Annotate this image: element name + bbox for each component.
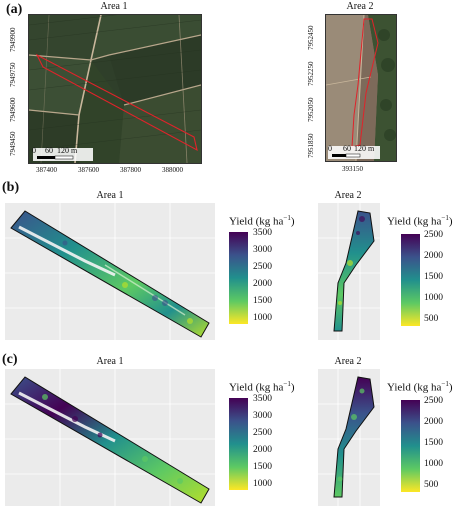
legend1-label-3500-c: 3500	[253, 394, 272, 404]
area2-ytick-3: 7951850	[307, 133, 315, 159]
area1-title-c: Area 1	[96, 356, 124, 367]
legend1-label-1500-b: 1500	[253, 296, 272, 306]
area1-ytick-0: 7949900	[9, 27, 17, 53]
area2-scalebar-label-0: 0	[328, 144, 332, 153]
legend1-label-3000-b: 3000	[253, 245, 272, 255]
legend2-label-2500-c: 2500	[424, 396, 443, 406]
area2-yield-svg-b	[318, 203, 380, 340]
panel-letter-a: (a)	[6, 2, 23, 17]
area1-xtick-1: 387600	[78, 166, 99, 174]
area1-yield-map-c	[5, 369, 215, 506]
legend1-label-3500-b: 3500	[253, 228, 272, 238]
legend2-colorbar-c	[401, 400, 420, 492]
area1-title-b: Area 1	[96, 190, 124, 201]
area2-satellite-svg	[326, 15, 396, 161]
legend1-title-c: Yield (kg ha−1)	[229, 380, 295, 394]
legend1-label-2500-b: 2500	[253, 262, 272, 272]
area1-satellite-svg	[29, 15, 201, 163]
area1-ytick-1: 7949750	[9, 62, 17, 88]
area1-xtick-2: 387800	[120, 166, 141, 174]
area1-xtick-3: 388000	[162, 166, 183, 174]
panel-letter-b: (b)	[2, 180, 20, 195]
legend2-label-2000-b: 2000	[424, 251, 443, 261]
legend2-label-1500-c: 1500	[424, 438, 443, 448]
area1-yield-svg-c	[5, 369, 215, 506]
area2-field-boundary	[351, 18, 379, 148]
panel-letter-c: (c)	[2, 352, 18, 367]
area2-yield-map-b	[318, 203, 380, 340]
legend2-label-1000-c: 1000	[424, 459, 443, 469]
area2-ytick-2: 7952050	[307, 97, 315, 123]
area2-title-c: Area 2	[334, 356, 362, 367]
legend1-label-1000-b: 1000	[253, 313, 272, 323]
area1-title-a: Area 1	[100, 1, 128, 12]
legend2-label-500-c: 500	[424, 480, 439, 490]
legend2-label-1000-b: 1000	[424, 293, 443, 303]
legend1-label-1000-c: 1000	[253, 479, 272, 489]
legend2-title-c: Yield (kg ha−1)	[387, 380, 453, 394]
area2-scalebar-label-60: 60	[343, 144, 351, 153]
area2-title-a: Area 2	[346, 1, 374, 12]
area1-scalebar-label-0: 0	[32, 146, 36, 155]
area2-yield-map-c	[318, 369, 380, 506]
legend1-colorbar-c	[229, 398, 248, 490]
legend1-label-2000-c: 2000	[253, 445, 272, 455]
area2-yield-svg-c	[318, 369, 380, 506]
legend1-label-1500-c: 1500	[253, 462, 272, 472]
legend2-label-2000-c: 2000	[424, 417, 443, 427]
legend2-label-2500-b: 2500	[424, 230, 443, 240]
area1-yield-map-b	[5, 203, 215, 340]
legend1-title-b: Yield (kg ha−1)	[229, 214, 295, 228]
area2-ytick-0: 7952450	[307, 25, 315, 51]
legend2-title-b: Yield (kg ha−1)	[387, 214, 453, 228]
area2-satellite-image	[325, 14, 397, 162]
area1-field-boundary	[35, 53, 198, 152]
legend1-label-2500-c: 2500	[253, 428, 272, 438]
area1-scalebar-label-60: 60	[45, 146, 53, 155]
area2-xtick-0: 393150	[342, 165, 363, 173]
area2-ytick-1: 7952250	[307, 61, 315, 87]
legend1-colorbar-b	[229, 232, 248, 324]
legend2-label-1500-b: 1500	[424, 272, 443, 282]
area2-scalebar-label-120: 120 m	[354, 144, 375, 153]
area1-yield-svg-b	[5, 203, 215, 340]
legend1-label-3000-c: 3000	[253, 411, 272, 421]
area2-title-b: Area 2	[334, 190, 362, 201]
area1-ytick-3: 7949450	[9, 131, 17, 157]
area1-ytick-2: 7949600	[9, 97, 17, 123]
legend2-label-500-b: 500	[424, 314, 439, 324]
area1-satellite-image	[28, 14, 202, 164]
area1-xtick-0: 387400	[36, 166, 57, 174]
legend2-colorbar-b	[401, 234, 420, 326]
legend1-label-2000-b: 2000	[253, 279, 272, 289]
area1-scalebar-label-120: 120 m	[57, 146, 78, 155]
